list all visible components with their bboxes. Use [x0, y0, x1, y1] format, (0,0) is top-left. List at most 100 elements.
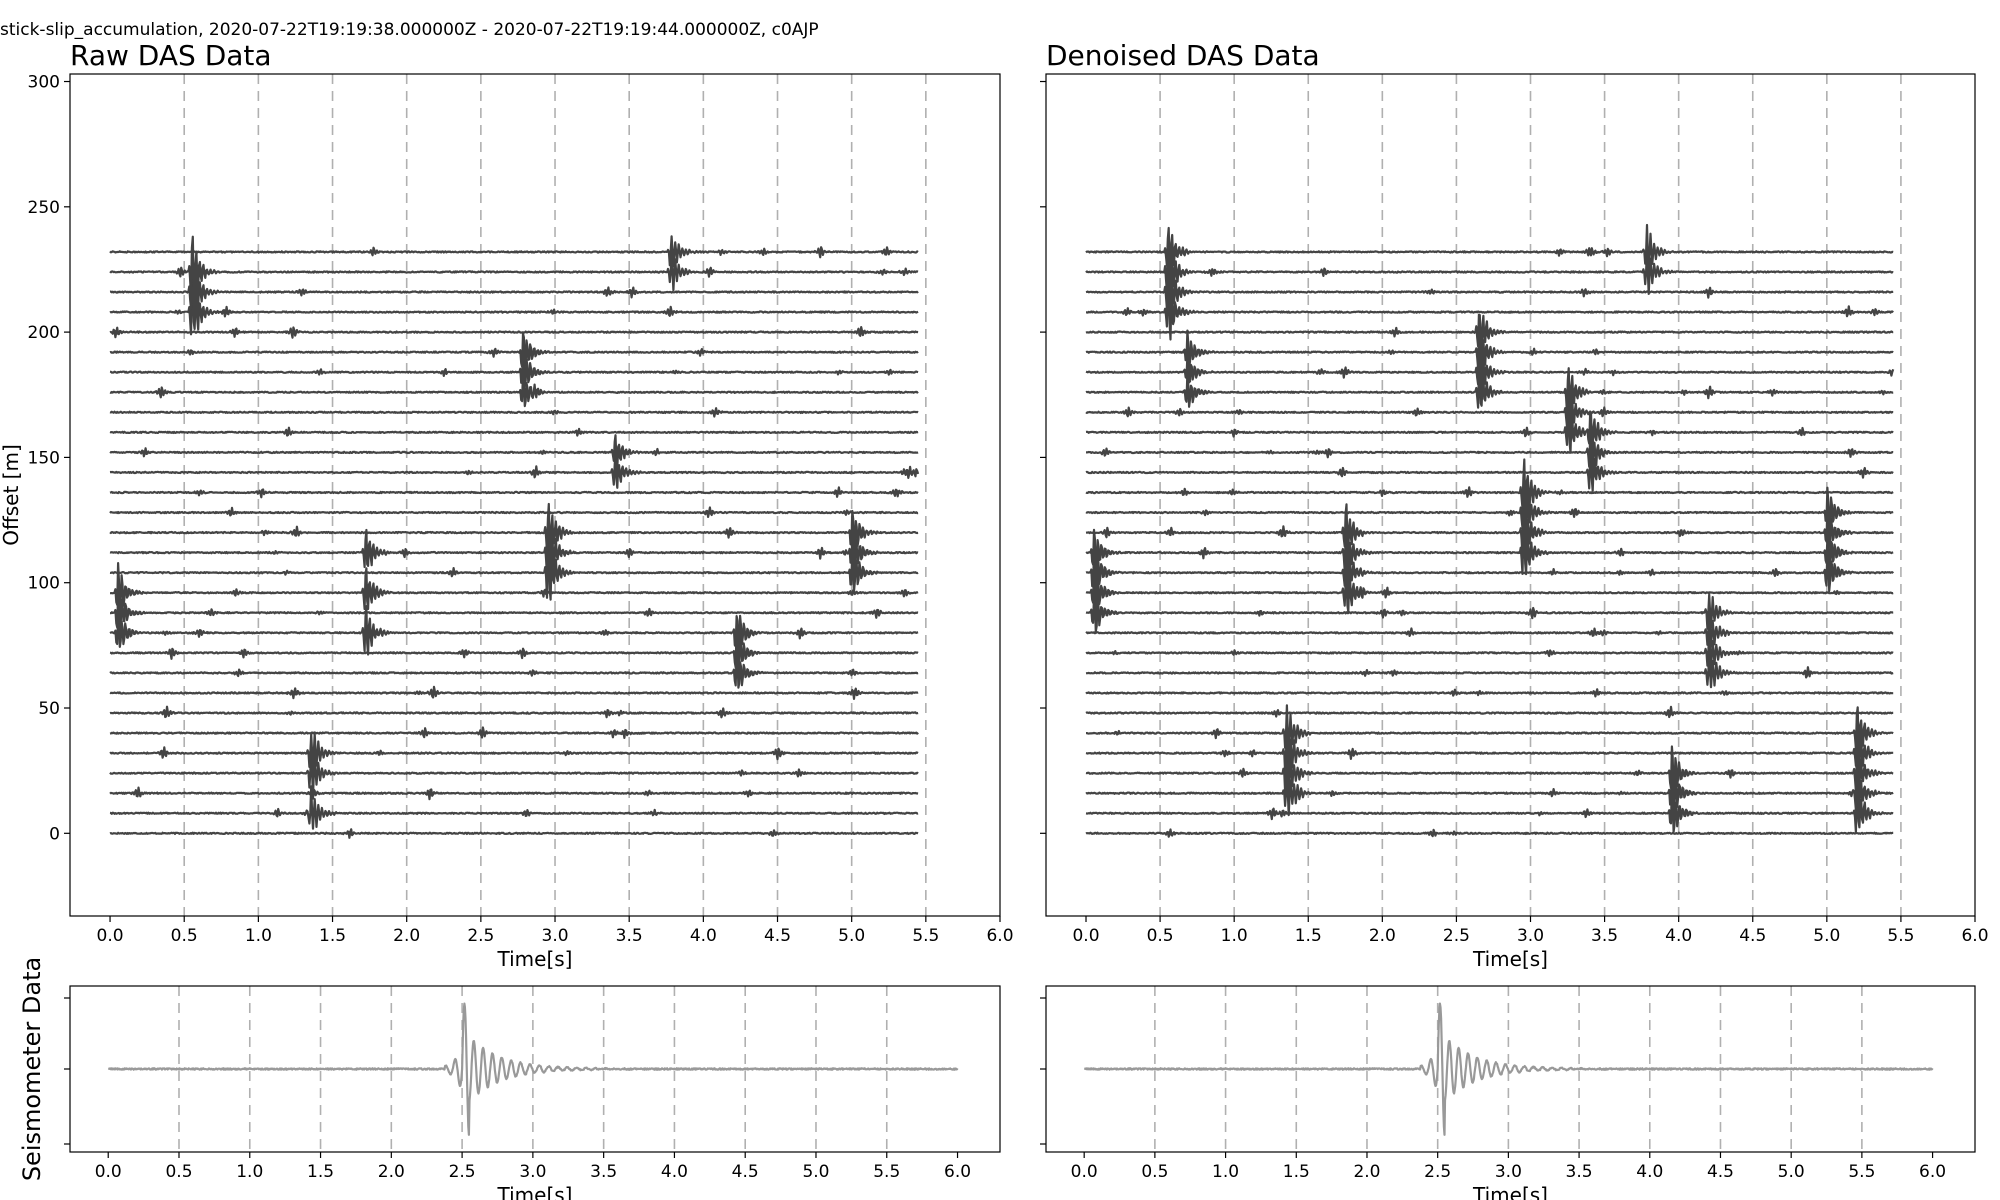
das-trace — [109, 269, 919, 310]
das-trace — [109, 739, 919, 798]
y-axis-label: Offset [m] — [0, 444, 23, 546]
das-trace — [1085, 688, 1894, 698]
x-tick-label: 1.0 — [1221, 926, 1248, 946]
das-trace — [1085, 458, 1894, 520]
panel-seismometer-raw: 0.0 0.5 1.0 1.5 2.0 2.5 3.0 3.5 4.0 4.5 5.0 5.5 6.0 T… — [18, 957, 1001, 1200]
y-tick-label: 150 — [28, 448, 60, 468]
x-tick-label: 4.0 — [690, 926, 717, 946]
x-tick-label: 6.0 — [1919, 1162, 1946, 1182]
das-trace — [1085, 648, 1894, 689]
das-trace — [1085, 705, 1894, 719]
das-trace — [109, 732, 919, 774]
das-trace — [1085, 390, 1894, 428]
das-trace — [109, 785, 919, 830]
x-tick-label: 4.5 — [732, 1162, 759, 1182]
x-tick-label: 2.5 — [467, 926, 494, 946]
das-trace — [1085, 223, 1894, 279]
x-tick-label: 6.0 — [986, 926, 1013, 946]
x-tick-label: 3.0 — [519, 1162, 546, 1182]
x-tick-label: 0.5 — [171, 926, 198, 946]
das-trace — [109, 332, 919, 368]
seismometer-trace — [107, 1002, 959, 1136]
das-trace — [109, 605, 919, 657]
y-tick-label: 250 — [28, 198, 60, 218]
x-tick-label: 3.5 — [590, 1162, 617, 1182]
x-tick-label: 1.5 — [307, 1162, 334, 1182]
x-tick-label: 5.5 — [1848, 1162, 1875, 1182]
x-tick-label: 4.5 — [1707, 1162, 1734, 1182]
panel-title-denoised: Denoised DAS Data — [1046, 39, 1320, 72]
das-trace — [1085, 411, 1894, 454]
x-tick-label: 3.5 — [616, 926, 643, 946]
y-tick-label: 50 — [38, 699, 60, 719]
das-trace — [1085, 545, 1895, 596]
x-tick-label: 3.0 — [1517, 926, 1544, 946]
das-trace — [109, 326, 919, 339]
das-trace — [1085, 560, 1894, 613]
das-trace — [1085, 453, 1894, 492]
x-tick-label: 2.0 — [1369, 926, 1396, 946]
x-tick-label: 2.0 — [1353, 1162, 1380, 1182]
das-trace — [1085, 724, 1894, 774]
das-trace — [1085, 367, 1894, 415]
axes-frame — [69, 73, 1001, 917]
das-trace — [109, 506, 919, 518]
das-trace — [109, 346, 919, 387]
x-tick-label: 4.0 — [1636, 1162, 1663, 1182]
das-trace — [109, 828, 919, 839]
x-axis-label: Time[s] — [1472, 1183, 1548, 1200]
das-trace — [1085, 704, 1894, 763]
das-trace — [1085, 257, 1894, 316]
x-tick-label: 0.5 — [1147, 926, 1174, 946]
x-tick-label: 1.5 — [1295, 926, 1322, 946]
x-tick-label: 1.0 — [1212, 1162, 1239, 1182]
x-tick-label: 0.5 — [1141, 1162, 1168, 1182]
x-tick-label: 0.0 — [1071, 1162, 1098, 1182]
das-trace — [1085, 782, 1894, 834]
x-tick-label: 4.0 — [1665, 926, 1692, 946]
x-tick-label: 3.0 — [542, 926, 569, 946]
x-axis-label: Time[s] — [497, 947, 573, 971]
das-trace — [109, 235, 919, 268]
das-trace — [109, 516, 919, 579]
das-trace — [109, 651, 919, 689]
das-trace — [109, 486, 919, 499]
x-tick-label: 4.0 — [661, 1162, 688, 1182]
das-trace — [109, 407, 919, 418]
das-trace — [109, 450, 920, 489]
das-trace — [109, 538, 919, 601]
x-tick-label: 3.5 — [1566, 1162, 1593, 1182]
x-tick-label: 0.0 — [1072, 926, 1099, 946]
x-axis-label: Time[s] — [1472, 947, 1548, 971]
x-axis-label: Time[s] — [497, 1183, 573, 1200]
y-tick-label: 100 — [28, 574, 60, 594]
y-tick-label: 0 — [49, 824, 60, 844]
x-tick-label: 1.0 — [236, 1162, 263, 1182]
das-trace — [1085, 351, 1895, 388]
das-trace — [1085, 627, 1894, 670]
panel-denoised-das: Denoised DAS Data 0.0 0.5 1.0 1.5 2.0 2.5 3.0 3… — [1040, 39, 1989, 971]
x-tick-label: 2.0 — [393, 926, 420, 946]
x-tick-label: 0.0 — [97, 926, 124, 946]
x-tick-label: 4.5 — [1739, 926, 1766, 946]
das-trace — [109, 591, 919, 636]
x-tick-label: 1.0 — [245, 926, 272, 946]
x-tick-label: 1.5 — [1283, 1162, 1310, 1182]
das-trace — [1085, 239, 1894, 298]
das-trace — [1085, 527, 1894, 576]
das-trace — [1085, 431, 1894, 468]
x-tick-label: 0.5 — [165, 1162, 192, 1182]
das-trace — [109, 786, 919, 801]
y-axis-label: Seismometer Data — [18, 957, 46, 1181]
x-tick-label: 5.0 — [838, 926, 865, 946]
x-tick-label: 2.5 — [1424, 1162, 1451, 1182]
x-tick-label: 6.0 — [1961, 926, 1988, 946]
das-trace — [109, 370, 919, 408]
das-trace — [1085, 745, 1894, 805]
das-trace — [109, 623, 919, 676]
x-tick-label: 3.0 — [1495, 1162, 1522, 1182]
x-tick-label: 0.0 — [95, 1162, 122, 1182]
das-trace — [109, 235, 919, 299]
das-trace — [109, 562, 919, 615]
